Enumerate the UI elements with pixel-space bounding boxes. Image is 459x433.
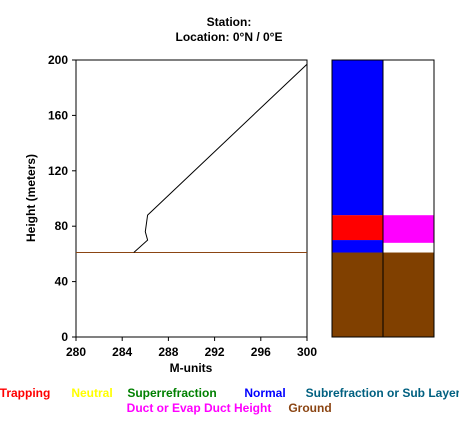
x-tick-label: 296 — [251, 345, 271, 359]
location-label: Location: 0°N / 0°E — [176, 30, 283, 44]
legend-item: Subrefraction or Sub Layer — [306, 386, 459, 400]
y-tick-label: 0 — [61, 330, 68, 344]
layer-bar-segment — [332, 60, 383, 216]
y-tick-label: 200 — [48, 53, 68, 67]
x-tick-label: 292 — [205, 345, 225, 359]
layer-bar-segment — [332, 240, 383, 253]
x-axis-label: M-units — [170, 361, 213, 375]
layer-bar-segment — [332, 215, 383, 241]
legend-item: Ground — [288, 401, 331, 415]
y-tick-label: 120 — [48, 164, 68, 178]
m-unit-profile-line — [133, 63, 308, 253]
legend-item: Neutral — [71, 386, 112, 400]
layer-bar-segment — [383, 252, 434, 337]
plot-area — [75, 59, 308, 338]
layer-bar-frame — [382, 59, 435, 338]
legend: Trapping Neutral Superrefraction Normal Subr… — [0, 386, 459, 415]
legend-item: Trapping — [0, 386, 50, 400]
x-tick-label: 280 — [66, 345, 86, 359]
layer-bar-segment — [383, 60, 434, 216]
y-axis-label: Height (meters) — [24, 154, 38, 242]
legend-item: Duct or Evap Duct Height — [127, 401, 272, 415]
layer-bar-segment — [383, 242, 434, 253]
y-tick-label: 80 — [55, 219, 69, 233]
layer-bars — [331, 59, 435, 338]
y-tick-label: 160 — [48, 108, 68, 122]
layer-bar-segment — [383, 215, 434, 243]
axis-ticks: 280 284 288 292 296 300 0 40 80 120 160 200 — [48, 53, 317, 359]
legend-item: Superrefraction — [127, 386, 216, 400]
x-tick-label: 300 — [297, 345, 317, 359]
plot-lines — [76, 63, 308, 254]
layer-bar-segment — [332, 252, 383, 337]
station-label: Station: — [207, 15, 252, 29]
y-tick-label: 40 — [55, 275, 69, 289]
x-tick-label: 284 — [112, 345, 132, 359]
x-tick-label: 288 — [158, 345, 178, 359]
legend-item: Normal — [244, 386, 285, 400]
